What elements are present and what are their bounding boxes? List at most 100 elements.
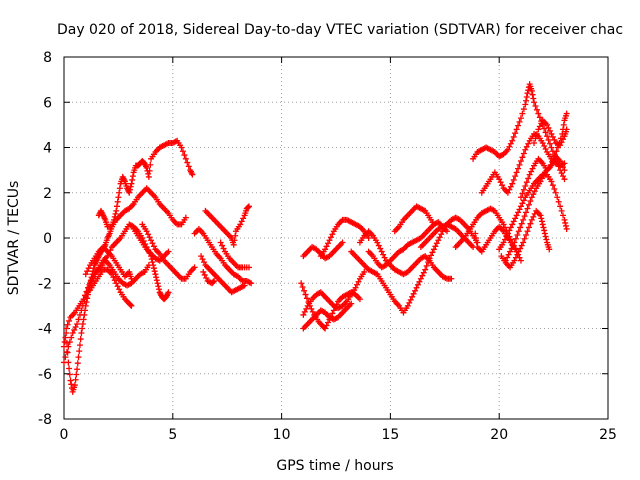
data-points xyxy=(61,81,570,395)
data-point xyxy=(520,106,527,113)
data-point xyxy=(538,175,545,182)
data-point xyxy=(380,251,387,258)
data-point xyxy=(535,110,542,117)
data-point xyxy=(539,221,546,228)
x-tick-label: 25 xyxy=(599,427,617,443)
y-tick-label: -8 xyxy=(38,412,52,428)
data-point xyxy=(86,281,93,288)
data-point xyxy=(237,221,244,228)
data-point xyxy=(518,242,525,249)
data-point xyxy=(533,106,540,113)
data-point xyxy=(553,148,560,155)
data-point xyxy=(504,254,511,261)
data-point xyxy=(116,189,123,196)
data-point xyxy=(329,310,336,317)
data-point xyxy=(521,235,528,242)
x-tick-labels: 0 5 10 15 20 25 xyxy=(60,427,617,443)
data-point xyxy=(148,237,155,244)
data-point xyxy=(503,233,510,240)
data-point xyxy=(560,136,567,143)
data-point xyxy=(322,325,329,332)
data-point xyxy=(184,159,191,166)
data-point xyxy=(191,264,198,271)
data-point xyxy=(536,123,543,130)
data-point xyxy=(62,334,69,341)
data-point xyxy=(507,248,514,255)
data-point xyxy=(127,186,134,193)
data-point xyxy=(515,209,522,216)
data-point xyxy=(472,230,479,237)
data-point xyxy=(301,287,308,294)
x-axis-label: GPS time / hours xyxy=(276,458,393,474)
data-point xyxy=(512,215,519,222)
data-point xyxy=(512,235,519,242)
data-point xyxy=(515,122,522,129)
data-point xyxy=(76,348,83,355)
data-point xyxy=(561,176,568,183)
data-point xyxy=(545,124,552,131)
data-point xyxy=(178,144,185,151)
series-trace-26 xyxy=(470,81,568,183)
series-trace-4 xyxy=(82,244,135,282)
data-point xyxy=(145,231,152,238)
data-point xyxy=(531,99,538,106)
data-point xyxy=(548,144,555,151)
data-point xyxy=(562,222,569,229)
data-point xyxy=(155,283,162,290)
data-point xyxy=(149,259,156,266)
data-point xyxy=(500,221,507,228)
data-point xyxy=(145,173,152,180)
data-point xyxy=(153,274,160,281)
data-point xyxy=(63,325,70,332)
y-tick-label: -6 xyxy=(38,367,52,383)
data-point xyxy=(147,161,154,168)
series-trace-22 xyxy=(391,203,437,235)
data-point xyxy=(381,254,388,261)
data-point xyxy=(232,232,239,239)
data-point xyxy=(519,190,526,197)
y-tick-label: 2 xyxy=(43,186,52,202)
data-point xyxy=(77,336,84,343)
data-point xyxy=(248,280,255,287)
data-point xyxy=(230,241,237,248)
data-point xyxy=(524,205,531,212)
data-point xyxy=(409,293,416,300)
data-point xyxy=(542,233,549,240)
data-point xyxy=(429,249,436,256)
data-point xyxy=(516,206,523,213)
data-point xyxy=(520,150,527,157)
data-point xyxy=(540,224,547,231)
data-point xyxy=(525,224,532,231)
data-point xyxy=(154,280,161,287)
data-point xyxy=(509,242,516,249)
data-point xyxy=(82,271,89,278)
data-point xyxy=(433,240,440,247)
data-point xyxy=(428,252,435,259)
data-point xyxy=(111,277,118,284)
series-trace-27 xyxy=(478,130,568,196)
data-point xyxy=(412,287,419,294)
data-point xyxy=(407,296,414,303)
data-point xyxy=(523,209,530,216)
data-point xyxy=(517,158,524,165)
data-point xyxy=(551,185,558,192)
data-point xyxy=(473,239,480,246)
data-point xyxy=(560,173,567,180)
data-point xyxy=(198,253,205,260)
data-point xyxy=(61,359,67,366)
data-point xyxy=(496,176,503,183)
data-point xyxy=(506,227,513,234)
data-point xyxy=(127,183,134,190)
data-point xyxy=(515,248,522,255)
data-point xyxy=(558,161,565,168)
data-point xyxy=(517,203,524,210)
series-trace-10 xyxy=(198,253,248,296)
data-point xyxy=(531,139,538,146)
data-point xyxy=(545,136,552,143)
data-point xyxy=(377,245,384,252)
data-point xyxy=(533,130,540,137)
data-point xyxy=(113,203,120,210)
series-trace-12 xyxy=(202,203,252,248)
data-point xyxy=(74,366,81,373)
data-point xyxy=(410,290,417,297)
